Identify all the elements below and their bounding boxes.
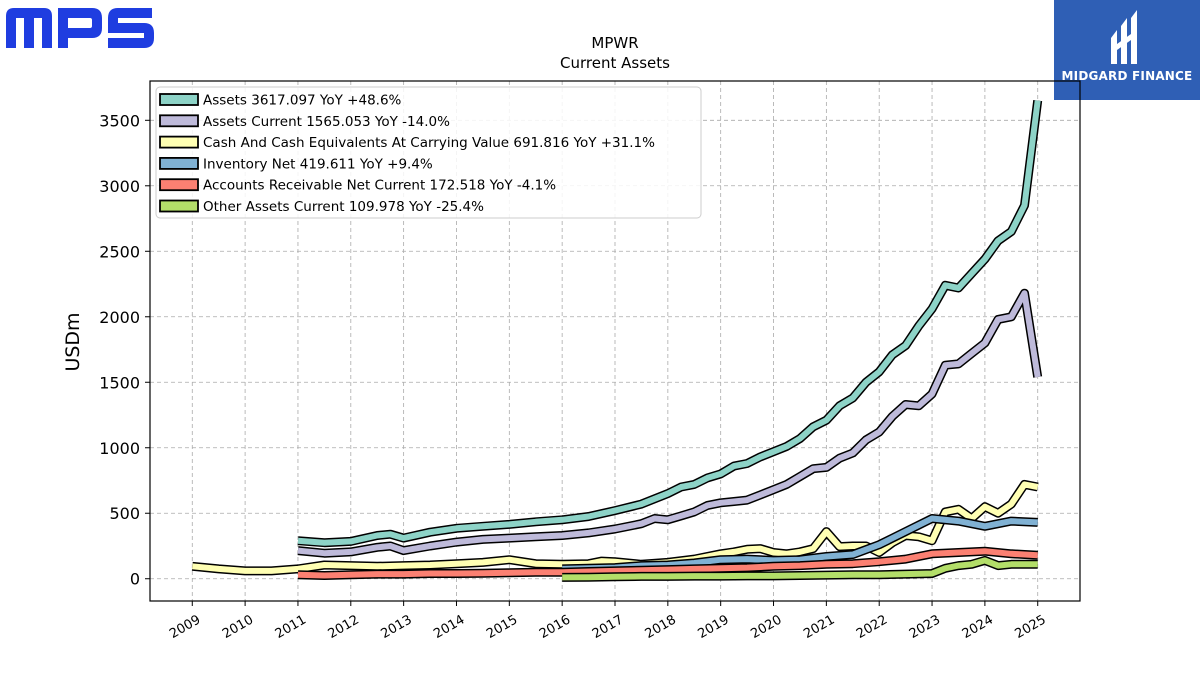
legend-swatch: [159, 199, 199, 213]
series-line: [192, 481, 1039, 574]
chart-subtitle: Current Assets: [560, 54, 670, 72]
x-tick-label: 2011: [273, 612, 309, 642]
x-tick-label: 2022: [854, 612, 890, 642]
y-tick-label: 2000: [99, 308, 140, 327]
y-tick-label: 1500: [99, 373, 140, 392]
series-line: [562, 515, 1038, 572]
x-tick-label: 2019: [696, 612, 732, 642]
legend-entry: Assets Current 1565.053 YoY -14.0%: [203, 114, 450, 130]
legend-entry: Cash And Cash Equivalents At Carrying Va…: [203, 135, 655, 151]
midgard-finance-label: MIDGARD FINANCE: [1061, 69, 1193, 83]
series-line: [562, 557, 1038, 581]
legend-box: [155, 86, 702, 219]
x-tick-label: 2012: [326, 612, 362, 642]
midgard-finance-logo: MIDGARD FINANCE: [1054, 0, 1200, 100]
legend-entry: Accounts Receivable Net Current 172.518 …: [203, 178, 556, 194]
legend: Assets 3617.097 YoY +48.6% Assets Current…: [155, 86, 702, 219]
series-line: [297, 290, 1041, 557]
legend-entry: Assets 3617.097 YoY +48.6%: [203, 93, 402, 109]
legend-swatch: [159, 156, 199, 170]
legend-entry: Inventory Net 419.611 YoY +9.4%: [203, 156, 433, 172]
x-tick-label: 2010: [220, 612, 256, 642]
x-tick-label: 2013: [378, 612, 414, 642]
series-lines: [191, 100, 1043, 582]
x-tick-label: 2009: [167, 612, 203, 642]
x-tick-label: 2015: [484, 612, 520, 642]
y-tick-label: 3500: [99, 111, 140, 130]
x-tick-label: 2018: [643, 612, 679, 642]
series-line: [297, 100, 1041, 546]
y-axis-label: USDm: [62, 312, 84, 371]
x-tick-label: 2023: [907, 612, 943, 642]
x-tick-label: 2024: [960, 612, 996, 642]
y-tick-label: 3000: [99, 177, 140, 196]
x-tick-label: 2020: [748, 612, 784, 642]
legend-swatch: [159, 135, 199, 149]
y-tick-label: 2500: [99, 242, 140, 261]
series-outline: [297, 288, 1043, 558]
midgard-emblem-icon: [1111, 10, 1137, 64]
mps-logo: [6, 8, 154, 48]
x-tick-label: 2025: [1013, 612, 1049, 642]
x-tick-label: 2014: [431, 612, 467, 642]
x-tick-label: 2021: [801, 612, 837, 642]
legend-entry: Other Assets Current 109.978 YoY -25.4%: [203, 199, 484, 215]
legend-swatch: [159, 93, 199, 106]
x-tick-label: 2017: [590, 612, 626, 642]
legend-swatch: [159, 178, 199, 192]
y-tick-label: 0: [130, 570, 140, 589]
y-tick-label: 500: [109, 504, 140, 523]
series-line: [297, 548, 1038, 579]
legend-swatch: [159, 114, 199, 128]
y-tick-label: 1000: [99, 439, 140, 458]
x-tick-label: 2016: [537, 612, 573, 642]
chart-title: MPWR: [591, 34, 638, 52]
